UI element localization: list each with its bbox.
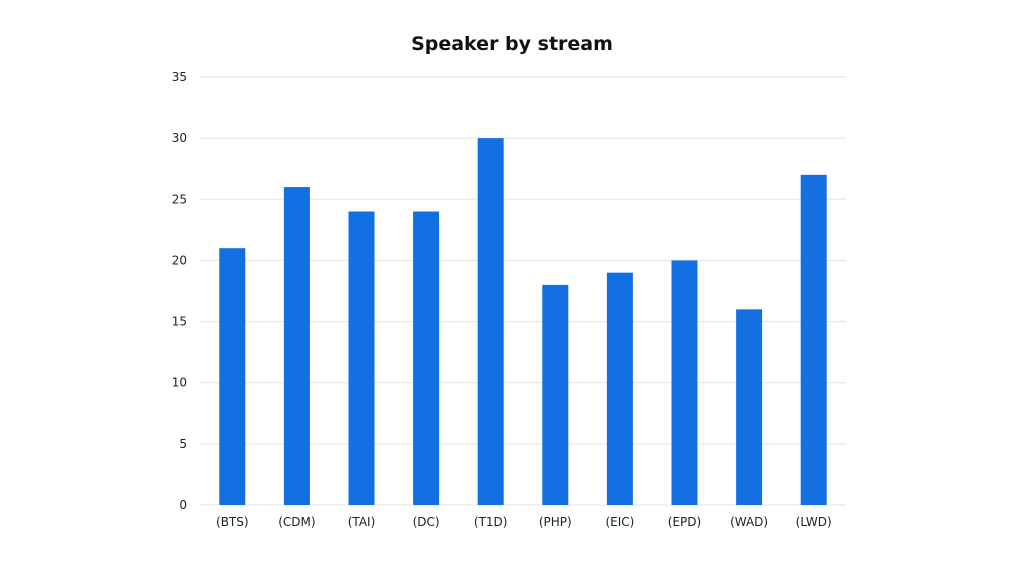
y-tick-label: 25 (172, 192, 187, 206)
y-tick-label: 15 (172, 315, 187, 329)
x-axis-labels: (BTS) (CDM) (TAI) (DC) (T1D) (PHP) (EIC) (EPD) (… (216, 515, 832, 529)
y-tick-label: 30 (172, 131, 187, 145)
x-tick-label: (PHP) (539, 515, 572, 529)
y-tick-label: 5 (179, 437, 187, 451)
bar-bts (219, 248, 246, 505)
chart-title: Speaker by stream (411, 33, 613, 55)
bar-t1d (477, 138, 504, 505)
x-tick-label: (T1D) (474, 515, 508, 529)
y-tick-label: 20 (172, 253, 187, 267)
y-tick-label: 10 (172, 376, 187, 390)
x-tick-label: (EPD) (668, 515, 701, 529)
bar-wad (736, 309, 763, 505)
y-tick-label: 35 (172, 70, 187, 84)
y-axis-ticks: 0 5 10 15 20 25 30 35 (172, 70, 187, 512)
x-tick-label: (TAI) (348, 515, 376, 529)
x-tick-label: (WAD) (730, 515, 768, 529)
x-tick-label: (CDM) (278, 515, 315, 529)
x-tick-label: (LWD) (796, 515, 832, 529)
bars (219, 138, 827, 506)
y-tick-label: 0 (179, 498, 187, 512)
bar-php (542, 284, 569, 505)
x-tick-label: (EIC) (605, 515, 634, 529)
bar-epd (671, 260, 698, 505)
x-tick-label: (BTS) (216, 515, 249, 529)
bar-dc (413, 211, 440, 505)
bar-tai (348, 211, 375, 505)
bar-cdm (283, 187, 310, 506)
bar-lwd (800, 174, 827, 506)
bar-eic (606, 272, 633, 505)
x-tick-label: (DC) (413, 515, 440, 529)
